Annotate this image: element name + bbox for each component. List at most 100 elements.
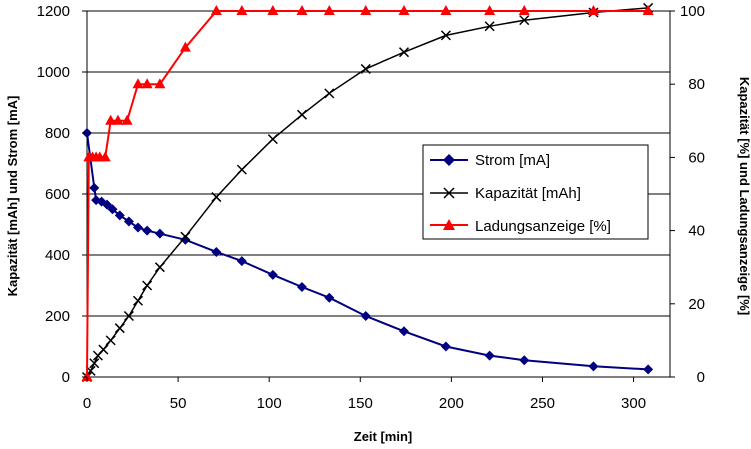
legend-label-strom: Strom [mA] [475, 152, 550, 169]
series-2-point-15 [267, 5, 279, 15]
series-0-point-17 [360, 311, 371, 321]
x-tick-label-4: 200 [439, 395, 464, 412]
x-tick-label-1: 50 [170, 395, 187, 412]
series-2 [81, 5, 654, 381]
x-tick-label-3: 150 [348, 395, 373, 412]
series-1-point-9 [142, 280, 153, 291]
series-0-point-1 [89, 182, 100, 193]
y-right-tick-label-4: 80 [688, 76, 705, 93]
series-2-point-18 [360, 5, 372, 15]
y-left-tick-label-3: 600 [45, 186, 70, 203]
y-left-tick-label-6: 1200 [37, 3, 70, 20]
y-left-tick-label-4: 800 [45, 125, 70, 142]
series-0-point-23 [643, 364, 654, 375]
series-0-point-5 [107, 204, 118, 215]
series-1-point-13 [236, 164, 247, 175]
series-2-point-13 [210, 5, 222, 15]
legend-item-strom: Strom [mA] [430, 152, 550, 169]
x-tick-label-2: 100 [257, 395, 282, 412]
series-0-point-14 [267, 269, 278, 280]
legend-item-ladung: Ladungsanzeige [%] [430, 218, 611, 235]
series-1-point-10 [154, 262, 165, 273]
series-1-point-12 [211, 192, 222, 203]
series-0-point-12 [211, 246, 222, 257]
y-right-axis-title: Kapazität [%] und Ladungsanzeige [%] [737, 77, 751, 315]
series-0-point-4 [102, 199, 113, 210]
series-0-point-11 [180, 234, 191, 245]
series-0-point-13 [236, 256, 247, 267]
series-1-point-2 [89, 358, 100, 369]
series-2-point-8 [121, 114, 133, 125]
series-1-point-20 [484, 21, 495, 32]
y-right-tick-label-1: 20 [688, 296, 705, 313]
series-2-point-9 [132, 78, 144, 89]
legend-marker-strom [443, 154, 455, 166]
series-2-point-24 [642, 5, 654, 15]
series-0-point-18 [399, 326, 410, 337]
legend-label-kapazitaet: Kapazität [mAh] [475, 185, 581, 202]
series-1-point-17 [360, 63, 371, 74]
series-1-point-14 [267, 134, 278, 145]
series-1-point-21 [519, 15, 530, 26]
series-2-point-23 [587, 5, 599, 15]
series-2-point-6 [105, 114, 117, 125]
series-1-point-19 [440, 30, 451, 41]
series-2-point-20 [440, 5, 452, 15]
series-0-point-6 [114, 210, 125, 221]
legend: Strom [mA] Kapazität [mAh] Ladungsanzeig… [422, 144, 649, 240]
series-1-point-6 [114, 323, 125, 334]
grid-layer [87, 10, 670, 378]
y-left-tick-label-0: 0 [62, 369, 70, 386]
series-0-point-22 [588, 361, 599, 372]
series-2-point-10 [141, 78, 153, 89]
series-2-point-16 [296, 5, 308, 15]
series-0-point-21 [519, 355, 530, 366]
legend-item-kapazitaet: Kapazität [mAh] [430, 185, 581, 202]
series-1-point-18 [398, 47, 410, 58]
series-2-point-12 [179, 41, 191, 52]
series-2-point-7 [112, 114, 124, 125]
y-left-tick-label-5: 1000 [37, 64, 70, 81]
y-left-axis-title: Kapazität [mAh] und Strom [mA] [5, 96, 20, 297]
series-1-point-16 [324, 88, 335, 99]
series-1-point-7 [123, 310, 134, 322]
series-0-point-10 [154, 228, 165, 239]
x-tick-label-0: 0 [83, 395, 91, 412]
series-0-point-16 [324, 292, 335, 303]
y-right-tick-label-5: 100 [680, 3, 705, 20]
legend-marker-ladung [443, 219, 455, 230]
y-right-tick-label-0: 0 [697, 369, 705, 386]
series-1-point-8 [132, 295, 144, 306]
x-tick-label-6: 300 [621, 395, 646, 412]
series-1-point-11 [180, 231, 191, 242]
series-2-point-22 [518, 5, 530, 15]
series-0-point-15 [296, 282, 307, 293]
x-tick-label-5: 250 [530, 395, 555, 412]
series-0-point-8 [133, 222, 144, 233]
legend-label-ladung: Ladungsanzeige [%] [475, 218, 611, 235]
series-1-point-4 [98, 344, 109, 355]
y-left-tick-label-2: 400 [45, 247, 70, 264]
y-left-tick-label-1: 200 [45, 308, 70, 325]
series-2-point-19 [398, 5, 410, 15]
ticks-layer: 0 50 100 150 200 250 300 0 200 400 600 800 1000 1200 0… [37, 3, 705, 412]
series-layer [81, 2, 654, 383]
y-right-tick-label-3: 60 [688, 149, 705, 166]
series-0-point-20 [484, 350, 495, 361]
series-2-point-17 [323, 5, 335, 15]
series-2-point-21 [484, 5, 496, 15]
legend-marker-kapazitaet [443, 187, 455, 199]
series-1 [81, 2, 654, 383]
series-1-point-5 [105, 335, 116, 346]
y-right-tick-label-2: 40 [688, 223, 705, 240]
series-0-point-9 [142, 225, 153, 236]
series-2-point-0 [81, 371, 93, 381]
series-0-point-19 [440, 341, 451, 352]
series-0-point-7 [123, 216, 134, 227]
series-2-point-14 [236, 5, 248, 15]
series-2-point-5 [99, 151, 111, 162]
series-2-point-11 [154, 78, 166, 89]
series-1-point-15 [296, 109, 308, 120]
